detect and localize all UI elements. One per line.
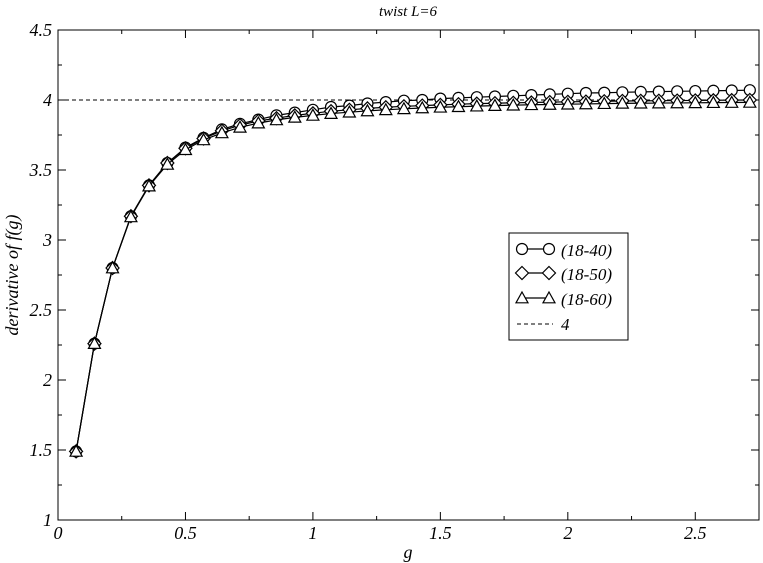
y-tick-label: 1.5 bbox=[30, 440, 53, 460]
legend-label-series-1: (18-40) bbox=[561, 241, 612, 260]
data-point bbox=[305, 108, 320, 121]
data-point bbox=[251, 115, 266, 129]
x-tick-label: 2.5 bbox=[684, 523, 707, 543]
legend-marker bbox=[514, 265, 530, 281]
data-point bbox=[415, 100, 430, 114]
x-tick-label: 0.5 bbox=[174, 523, 197, 543]
data-point bbox=[196, 132, 211, 146]
series-group bbox=[68, 84, 758, 459]
x-tick-label: 2 bbox=[563, 523, 572, 543]
data-point bbox=[323, 106, 339, 119]
data-point bbox=[105, 260, 120, 274]
y-tick-label: 2 bbox=[43, 370, 52, 390]
data-point bbox=[469, 98, 484, 112]
axes: 0 0.5 1 1.5 2 2.5 1 1.5 2 2.5 3 3.5 4 4.5 bbox=[29, 20, 759, 543]
data-point bbox=[269, 112, 284, 126]
x-tick-label: 1 bbox=[308, 523, 317, 543]
legend: (18-40) (18-50) (18-60) 4 bbox=[508, 232, 629, 341]
data-point bbox=[378, 102, 393, 116]
data-point bbox=[688, 95, 703, 109]
legend-marker bbox=[541, 290, 557, 304]
data-point bbox=[706, 95, 721, 109]
series-3 bbox=[69, 95, 757, 457]
data-point bbox=[87, 336, 102, 349]
data-point bbox=[724, 95, 739, 108]
x-tick-label: 0 bbox=[54, 523, 63, 543]
data-point bbox=[433, 100, 448, 113]
data-point bbox=[214, 125, 229, 139]
data-point bbox=[69, 444, 84, 457]
y-tick-label: 4.5 bbox=[30, 20, 53, 40]
data-point bbox=[487, 98, 502, 112]
y-tick-label: 4 bbox=[43, 90, 52, 110]
x-tick-label: 1.5 bbox=[429, 523, 452, 543]
legend-marker bbox=[541, 265, 557, 281]
data-point bbox=[342, 104, 357, 118]
data-point bbox=[560, 96, 575, 110]
data-point bbox=[542, 97, 557, 110]
data-point bbox=[178, 142, 193, 156]
data-point bbox=[524, 97, 539, 111]
data-point bbox=[651, 95, 666, 109]
legend-marker bbox=[515, 242, 529, 256]
chart-title: twist L=6 bbox=[379, 4, 438, 20]
data-point bbox=[160, 157, 175, 170]
y-axis-title: derivative of f(g) bbox=[2, 215, 23, 336]
data-point bbox=[141, 178, 157, 192]
x-axis-title: g bbox=[404, 542, 413, 562]
data-point bbox=[742, 95, 757, 108]
y-tick-label: 1 bbox=[43, 510, 52, 530]
data-point bbox=[670, 95, 685, 109]
data-point bbox=[360, 103, 375, 117]
data-point bbox=[578, 96, 593, 110]
data-point bbox=[396, 101, 411, 115]
data-point bbox=[597, 96, 612, 110]
data-point bbox=[633, 95, 648, 109]
data-point bbox=[451, 99, 466, 113]
legend-label-series-2: (18-50) bbox=[561, 265, 612, 284]
legend-marker bbox=[542, 242, 556, 256]
data-point bbox=[232, 120, 248, 133]
y-tick-label: 3.5 bbox=[29, 160, 53, 180]
data-point bbox=[123, 209, 138, 223]
legend-marker bbox=[514, 290, 530, 304]
y-tick-label: 2.5 bbox=[30, 300, 53, 320]
y-tick-label: 3 bbox=[42, 230, 52, 250]
legend-label-series-3: (18-60) bbox=[561, 290, 612, 309]
legend-box bbox=[508, 232, 629, 341]
data-point bbox=[615, 96, 630, 109]
legend-label-reference: 4 bbox=[561, 315, 570, 334]
data-point bbox=[506, 97, 521, 111]
data-point bbox=[287, 110, 302, 123]
